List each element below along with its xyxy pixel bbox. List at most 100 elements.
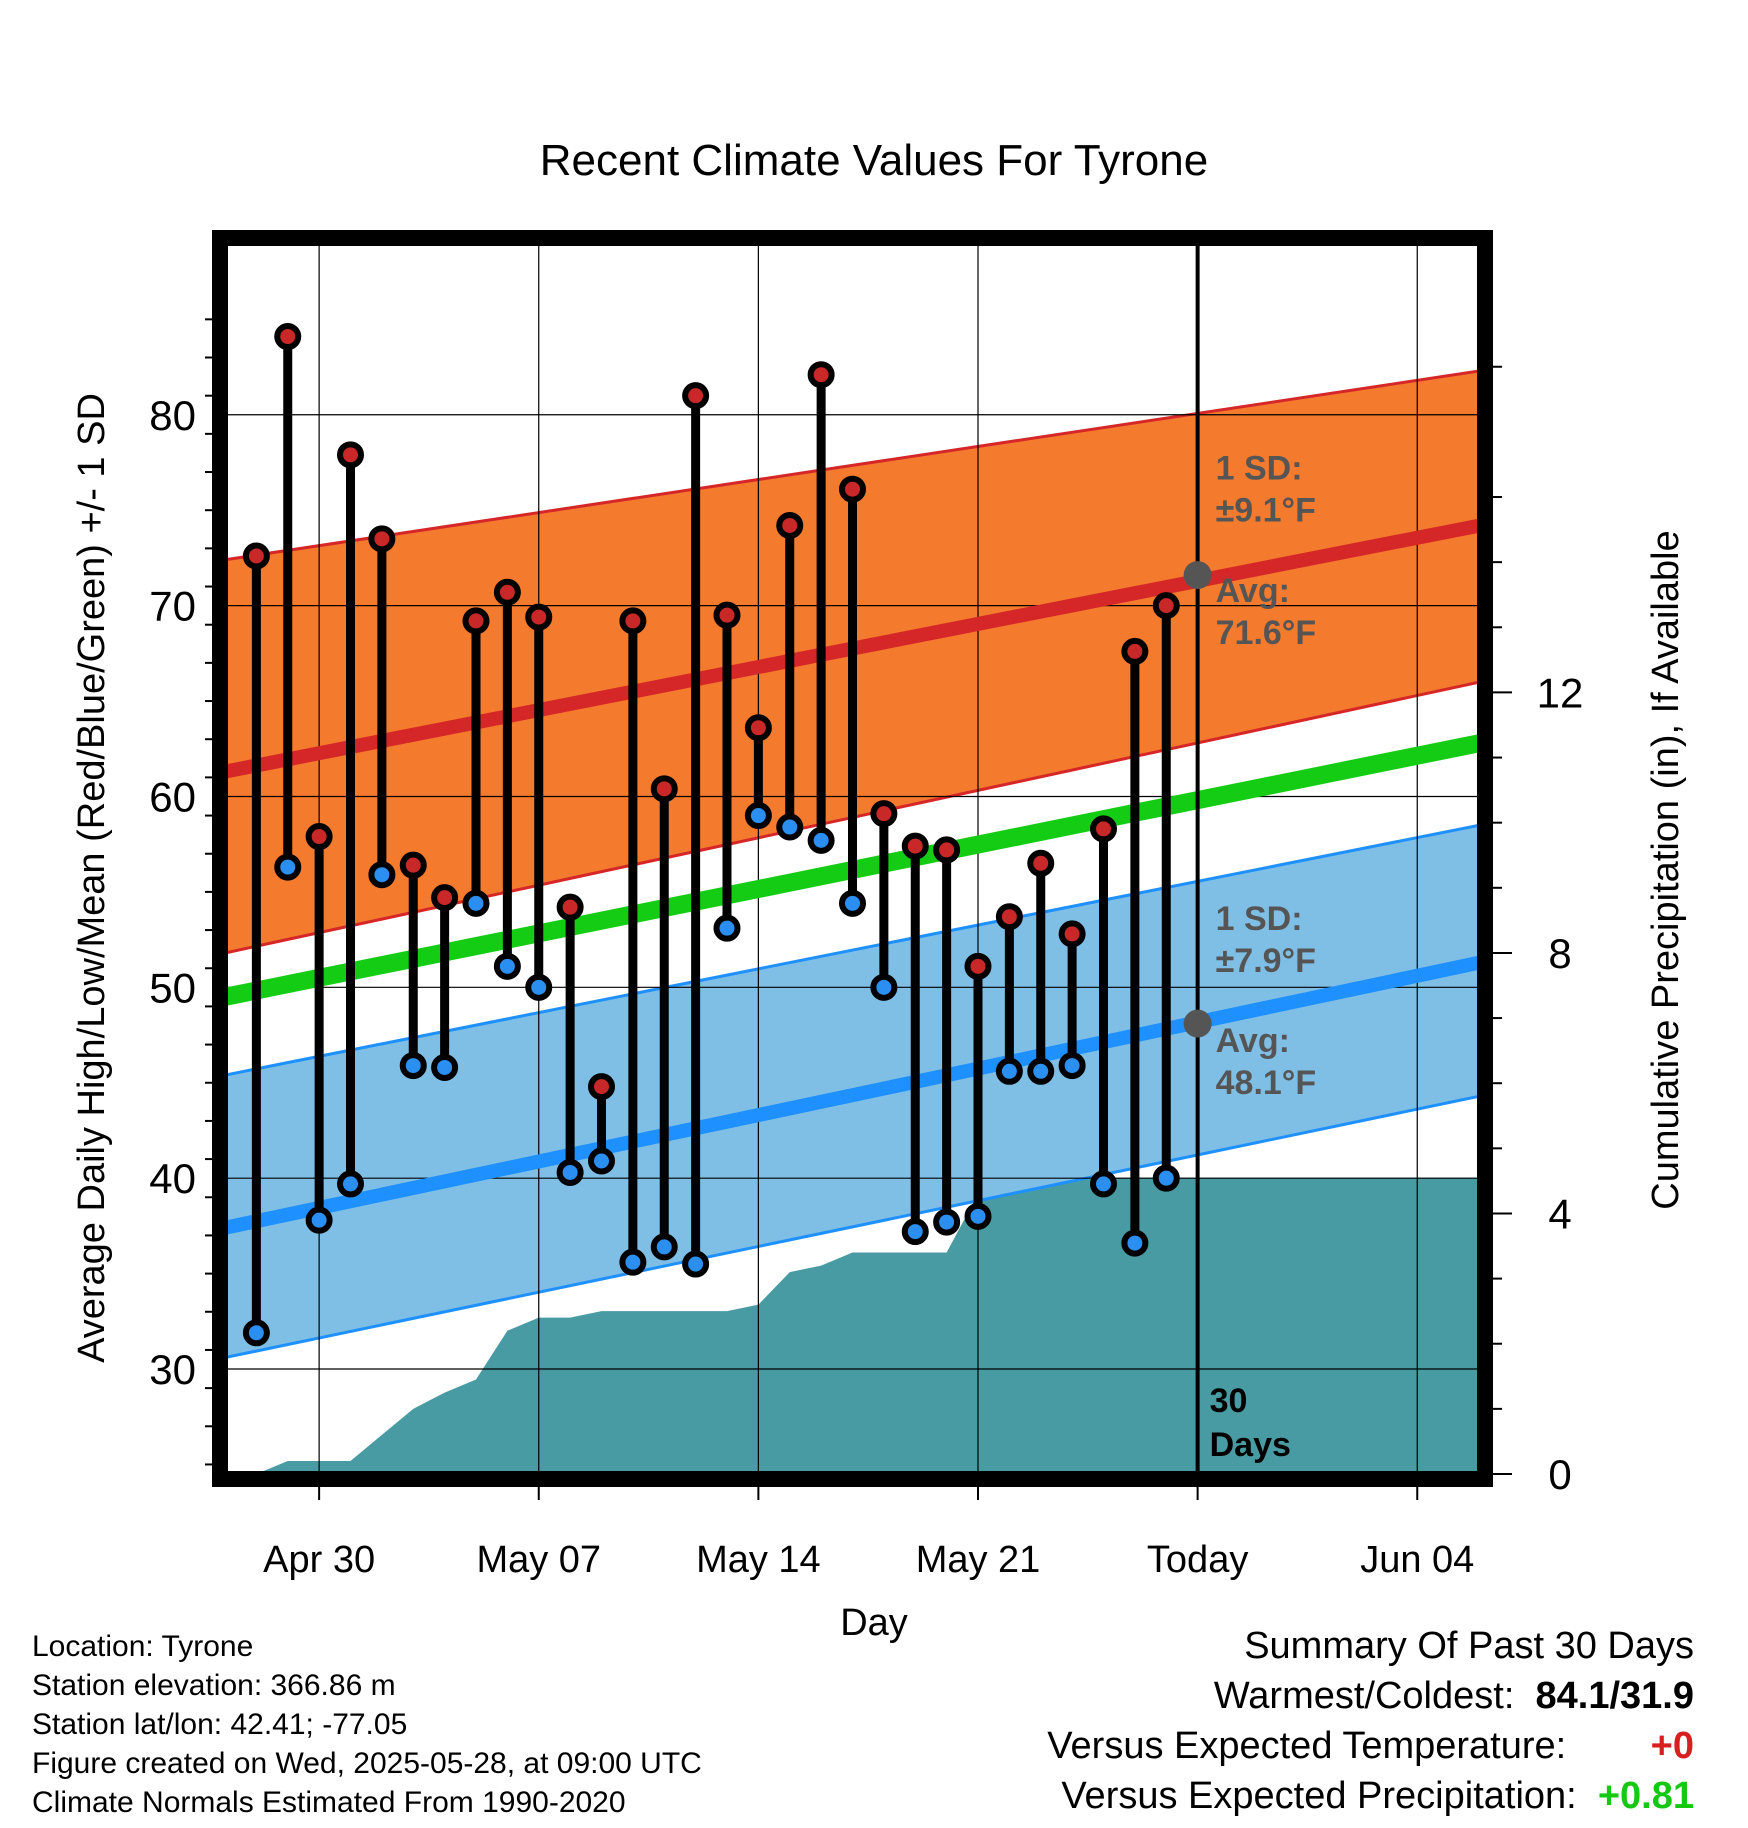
- y2-tick-label: 12: [1537, 669, 1584, 716]
- low-temp-point: [682, 1250, 710, 1278]
- low-temp-point: [839, 889, 866, 917]
- high-temp-point: [525, 603, 553, 631]
- low-temp-point: [493, 952, 521, 980]
- low-sd-label-1: 1 SD:: [1216, 900, 1303, 938]
- high-sd-label-1: 1 SD:: [1216, 450, 1303, 488]
- high-temp-point: [901, 832, 929, 860]
- high-temp-point: [1027, 849, 1055, 877]
- high-temp-point: [713, 601, 741, 629]
- y2-axis-label: Cumulative Precipitation (in), If Availa…: [1645, 530, 1687, 1209]
- info-normals: Climate Normals Estimated From 1990-2020: [32, 1786, 626, 1819]
- high-temp-point: [1152, 592, 1180, 620]
- high-temp-point: [493, 578, 521, 606]
- high-avg-label-2: 71.6°F: [1216, 614, 1317, 652]
- high-avg-label-1: Avg:: [1216, 572, 1290, 610]
- high-temp-point: [399, 851, 427, 879]
- low-temp-point: [1090, 1170, 1117, 1198]
- low-temp-point: [964, 1202, 992, 1230]
- y-tick-label: 60: [149, 773, 196, 820]
- chart-title: Recent Climate Values For Tyrone: [540, 136, 1208, 185]
- high-temp-point: [1058, 920, 1086, 948]
- y-tick-label: 80: [149, 392, 196, 439]
- summary-temp-value: +0: [1650, 1725, 1694, 1767]
- summary-precip-value: +0.81: [1597, 1775, 1694, 1817]
- low-avg-label-2: 48.1°F: [1216, 1064, 1317, 1102]
- y-tick-label: 40: [149, 1155, 196, 1202]
- plot-area: 30 Days 1 SD: ±9.1°F Avg: 71.6°F 1 SD: ±7.9°F Av…: [225, 243, 1480, 1474]
- high-sd-label-2: ±9.1°F: [1216, 492, 1316, 530]
- high-temp-point: [556, 893, 584, 921]
- high-temp-point: [744, 714, 772, 742]
- summary-warmest: Warmest/Coldest: 84.1/31.9: [1214, 1677, 1694, 1715]
- y-axis-label: Average Daily High/Low/Mean (Red/Blue/Gr…: [71, 393, 113, 1363]
- low-temp-point: [995, 1057, 1023, 1085]
- x-tick-label: Today: [1147, 1539, 1248, 1581]
- low-temp-point: [525, 973, 553, 1001]
- x-tick-label: Jun 04: [1360, 1539, 1474, 1581]
- low-sd-label-2: ±7.9°F: [1216, 942, 1316, 980]
- high-temp-point: [274, 323, 302, 351]
- summary-warmest-value: 84.1/31.9: [1535, 1675, 1694, 1717]
- low-temp-point: [1152, 1164, 1180, 1192]
- y2-tick-label: 4: [1548, 1190, 1571, 1237]
- y-tick-label: 70: [149, 583, 196, 630]
- today-label-count: 30: [1210, 1382, 1248, 1420]
- info-latlon: Station lat/lon: 42.41; -77.05: [32, 1708, 408, 1741]
- x-tick-label: May 21: [916, 1539, 1041, 1581]
- high-avg-today-point: [1183, 561, 1212, 590]
- high-temp-point: [682, 382, 710, 410]
- low-temp-point: [619, 1248, 647, 1276]
- high-temp-point: [588, 1073, 615, 1101]
- plot-frame: [212, 230, 1493, 1487]
- high-temp-point: [242, 542, 270, 570]
- low-avg-line: [225, 955, 1480, 1235]
- low-temp-point: [933, 1208, 961, 1236]
- axes: Apr 30 May 07 May 14 May 21 Today Jun 0430405…: [149, 230, 1584, 1581]
- low-band-lower-edge: [225, 1094, 1480, 1360]
- low-temp-point: [870, 973, 898, 1001]
- high-temp-point: [964, 952, 992, 980]
- low-temp-point: [776, 813, 804, 841]
- high-temp-point: [870, 800, 898, 828]
- low-temp-point: [556, 1158, 584, 1186]
- high-temp-point: [807, 361, 835, 389]
- low-temp-point: [588, 1147, 615, 1175]
- high-temp-point: [1090, 815, 1117, 843]
- low-temp-point: [1058, 1052, 1086, 1080]
- low-temp-point: [242, 1319, 270, 1347]
- low-temp-point: [368, 861, 396, 889]
- high-band-upper-edge: [225, 369, 1480, 562]
- high-temp-point: [995, 903, 1023, 931]
- low-temp-point: [337, 1170, 364, 1198]
- today-label-days: Days: [1210, 1426, 1291, 1464]
- high-temp-point: [933, 836, 961, 864]
- y2-tick-label: 8: [1548, 930, 1571, 977]
- low-temp-point: [744, 802, 772, 830]
- low-temp-point: [399, 1052, 427, 1080]
- low-band-upper-edge: [225, 823, 1480, 1077]
- summary-precip-label: Versus Expected Precipitation:: [1061, 1775, 1577, 1817]
- y2-tick-label: 0: [1548, 1451, 1571, 1498]
- x-tick-label: May 07: [476, 1539, 601, 1581]
- low-temp-point: [650, 1233, 678, 1261]
- low-avg-today-point: [1183, 1009, 1212, 1038]
- summary-temp-label: Versus Expected Temperature:: [1047, 1725, 1567, 1767]
- low-temp-point: [305, 1206, 333, 1234]
- plot-content: 30 Days 1 SD: ±9.1°F Avg: 71.6°F 1 SD: ±7.9°F Av…: [225, 243, 1480, 1474]
- low-temp-point: [274, 853, 302, 881]
- high-temp-point: [462, 607, 490, 635]
- high-temp-point: [431, 884, 459, 912]
- x-tick-label: Apr 30: [263, 1539, 375, 1581]
- info-created: Figure created on Wed, 2025-05-28, at 09…: [32, 1747, 702, 1780]
- low-temp-point: [431, 1053, 459, 1081]
- summary-title: Summary Of Past 30 Days: [1244, 1625, 1694, 1667]
- high-temp-point: [619, 607, 647, 635]
- high-temp-point: [1121, 637, 1149, 665]
- info-location: Location: Tyrone: [32, 1630, 254, 1663]
- y-tick-label: 50: [149, 964, 196, 1011]
- low-temp-point: [807, 826, 835, 854]
- high-temp-point: [305, 823, 333, 851]
- high-temp-point: [337, 441, 364, 469]
- info-elevation: Station elevation: 366.86 m: [32, 1669, 396, 1702]
